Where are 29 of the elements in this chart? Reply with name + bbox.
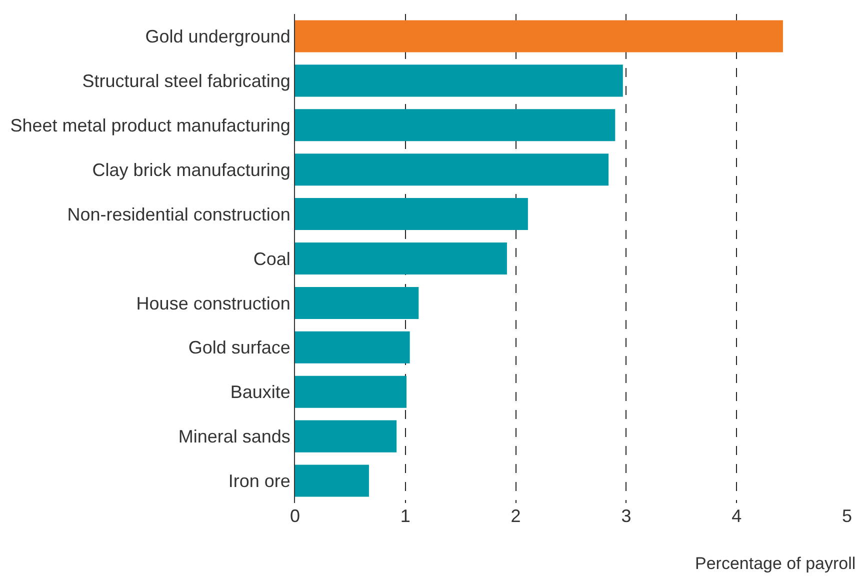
x-axis-title: Percentage of payroll [695,554,856,573]
y-tick-label: Bauxite [230,382,290,402]
y-tick-label: Structural steel fabricating [82,70,290,91]
bar [295,376,406,408]
y-tick-label: Non-residential construction [67,204,290,224]
x-tick-label: 1 [400,506,410,526]
x-tick-label: 3 [621,506,632,526]
bar [295,64,623,97]
y-tick-label: Mineral sands [178,426,290,447]
x-tick-label: 0 [290,506,300,526]
x-tick-label: 2 [510,506,521,526]
bar [295,198,528,230]
bar [295,420,397,452]
bar [295,464,369,497]
bar [295,286,419,319]
y-tick-label: Iron ore [228,471,290,492]
y-tick-label: Clay brick manufacturing [92,160,290,180]
bar [295,20,783,52]
x-tick-label: 4 [732,506,742,526]
y-tick-label: House construction [136,293,290,314]
x-tick-label: 5 [842,506,852,526]
bar [295,242,507,274]
bar [295,109,616,142]
bar [295,154,609,186]
y-tick-label: Gold surface [188,338,290,358]
y-tick-label: Sheet metal product manufacturing [10,115,290,136]
y-tick-label: Gold underground [145,26,290,47]
bar [295,331,410,364]
y-tick-label: Coal [253,248,290,269]
